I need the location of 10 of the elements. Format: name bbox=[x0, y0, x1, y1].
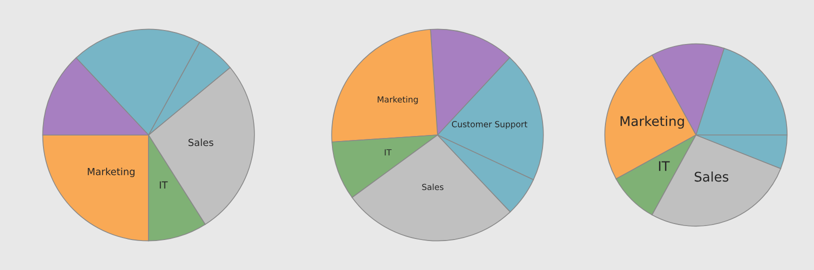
slice-label: IT bbox=[659, 161, 670, 171]
slice-label: Sales bbox=[422, 184, 444, 190]
slice-label: Sales bbox=[188, 138, 214, 146]
slice-label: Sales bbox=[694, 172, 728, 182]
slice-label: Customer Support bbox=[452, 121, 528, 129]
slice-label: IT bbox=[160, 181, 168, 188]
slice-label: IT bbox=[384, 149, 392, 156]
slice-label: Marketing bbox=[88, 168, 134, 178]
slice-label: Marketing bbox=[378, 96, 418, 104]
slice-label: Marketing bbox=[620, 116, 684, 129]
